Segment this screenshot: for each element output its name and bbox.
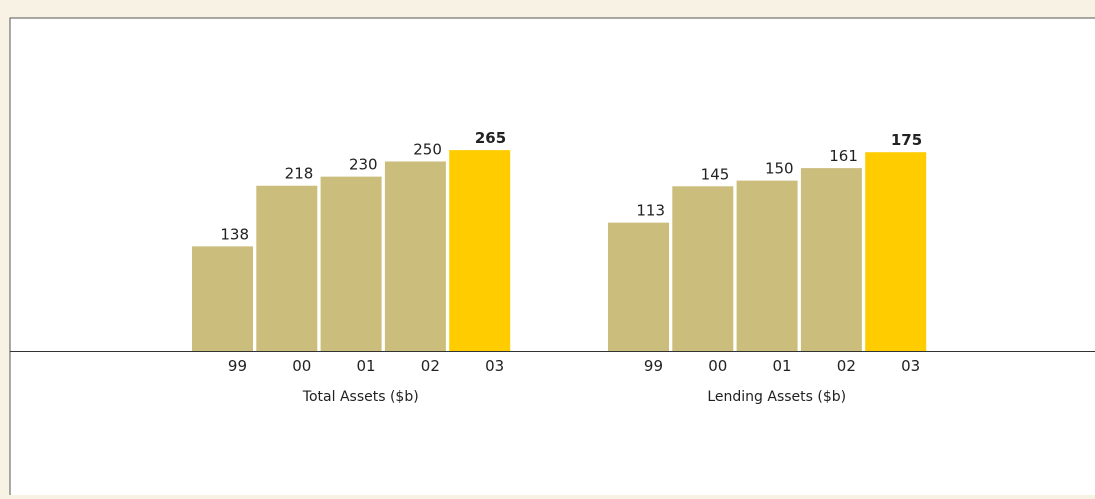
value-label: 113: [636, 202, 665, 220]
value-label: 230: [349, 156, 378, 174]
bar: [192, 246, 253, 351]
bar: [736, 180, 798, 351]
value-label: 218: [285, 165, 314, 183]
x-tick-label: 01: [357, 357, 376, 375]
value-label: 138: [220, 225, 249, 243]
bar: [672, 186, 734, 351]
chart-title: Total Assets ($b): [302, 389, 419, 405]
value-label: 145: [701, 165, 730, 183]
value-label: 161: [829, 147, 858, 165]
x-tick-label: 99: [644, 357, 663, 375]
x-tick-label: 03: [485, 357, 504, 375]
bar: [608, 222, 669, 351]
x-tick-label: 03: [901, 357, 920, 375]
chart-title: Lending Assets ($b): [707, 389, 846, 405]
value-label: 175: [891, 131, 922, 149]
x-tick-label: 99: [228, 357, 247, 375]
bar: [449, 150, 511, 351]
x-tick-label: 02: [837, 357, 856, 375]
x-tick-label: 02: [421, 357, 440, 375]
value-label: 265: [475, 129, 506, 147]
bar: [320, 176, 382, 351]
x-tick-label: 00: [708, 357, 727, 375]
value-label: 150: [765, 160, 794, 178]
bar: [384, 161, 446, 351]
bar: [256, 185, 318, 351]
x-tick-label: 00: [292, 357, 311, 375]
value-label: 250: [413, 140, 442, 158]
x-tick-label: 01: [773, 357, 792, 375]
bar: [865, 152, 927, 351]
bar: [800, 168, 862, 351]
panel: [9, 17, 1095, 499]
